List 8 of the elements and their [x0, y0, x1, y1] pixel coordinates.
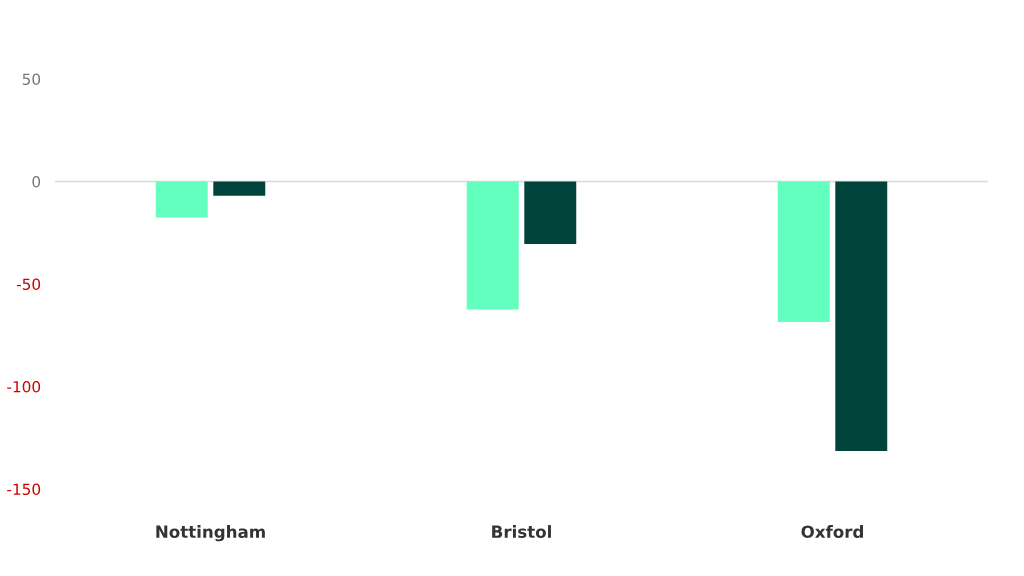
y-tick-label: -100: [7, 380, 41, 393]
x-tick-label: Bristol: [492, 525, 551, 539]
y-tick-label: 50: [22, 73, 41, 86]
y-tick-label: 0: [32, 175, 41, 188]
x-tick-label: Nottingham: [156, 525, 265, 542]
y-tick-label: -150: [7, 483, 41, 496]
y-tick-label: -50: [16, 278, 41, 291]
x-tick-label: Oxford: [801, 525, 863, 539]
